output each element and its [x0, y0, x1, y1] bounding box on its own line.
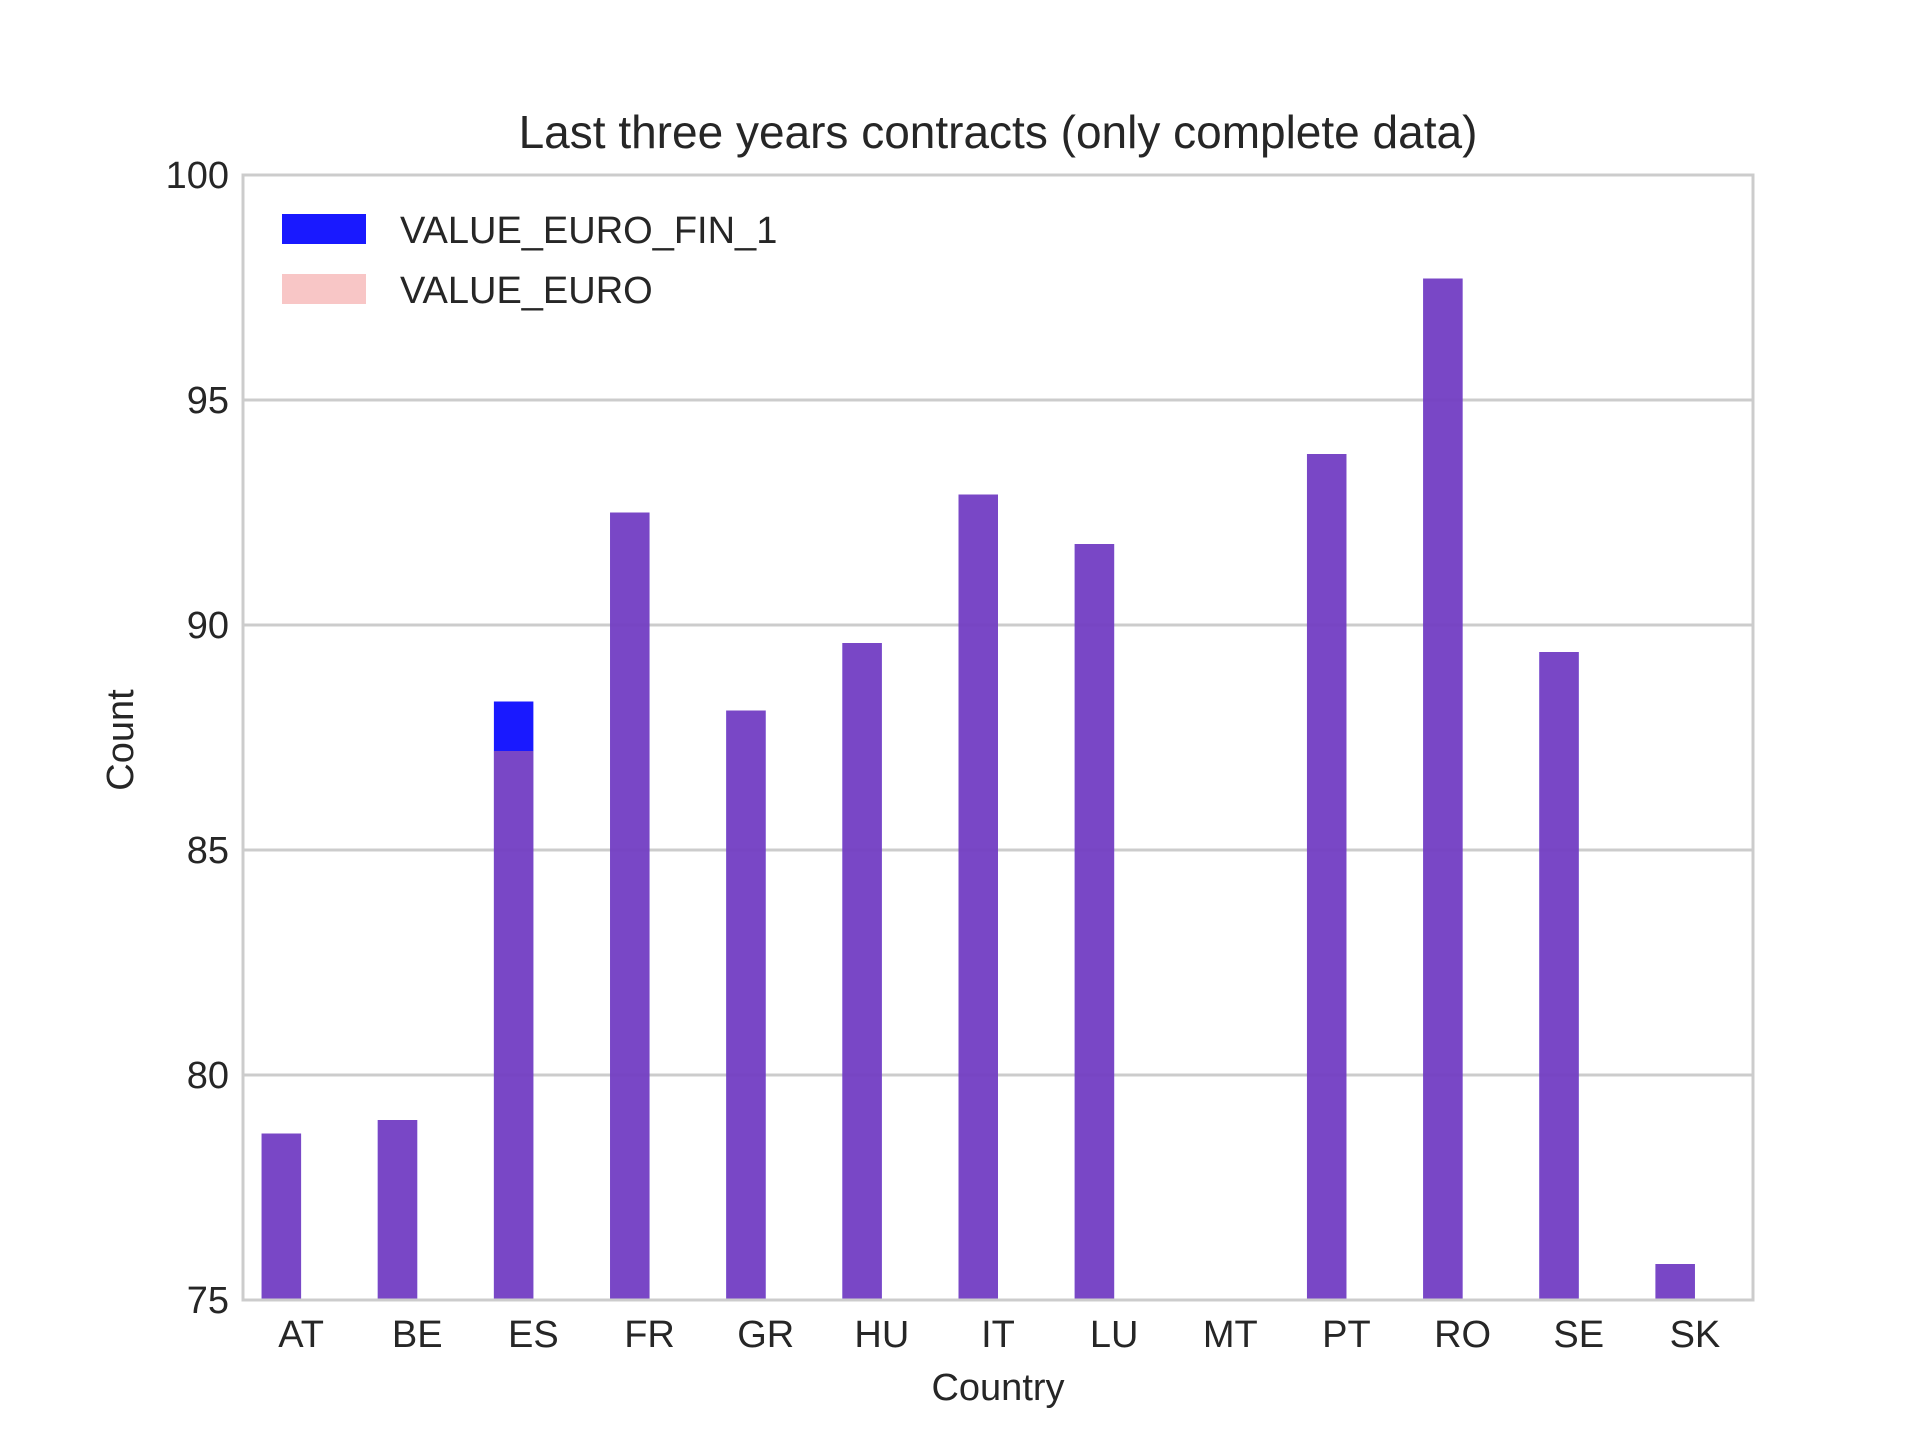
legend-label-value-euro: VALUE_EURO [400, 270, 653, 312]
legend-label-value-euro-fin-1: VALUE_EURO_FIN_1 [400, 210, 777, 252]
chart-title: Last three years contracts (only complet… [519, 106, 1478, 158]
bar-sk-series-2 [1655, 1264, 1695, 1300]
x-tick-label-hu: HU [854, 1314, 909, 1356]
bar-lu-series-2 [1074, 544, 1115, 1300]
bar-lu-series-1 [1074, 544, 1115, 1300]
bar-se-series-2 [1539, 652, 1579, 1300]
x-tick-label-be: BE [392, 1314, 443, 1356]
bar-es-series-2 [493, 751, 534, 1300]
bar-es-series-1 [493, 701, 534, 1300]
bar-gr-series-2 [726, 710, 766, 1300]
bar-be-series-1 [377, 1120, 418, 1300]
y-tick-label: 95 [187, 380, 229, 422]
y-tick-label: 75 [187, 1280, 229, 1322]
y-axis-label: Count [100, 689, 142, 791]
y-tick-label: 80 [187, 1055, 229, 1097]
y-tick-label: 85 [187, 830, 229, 872]
bar-it-series-1 [958, 494, 998, 1300]
bar-fr-series-2 [610, 512, 650, 1300]
x-tick-label-lu: LU [1090, 1314, 1139, 1356]
x-tick-label-pt: PT [1322, 1314, 1371, 1356]
bar-hu-series-1 [842, 643, 882, 1300]
x-tick-label-fr: FR [624, 1314, 675, 1356]
bar-ro-series-2 [1423, 278, 1463, 1300]
bar-it-series-2 [958, 494, 998, 1300]
x-tick-label-mt: MT [1203, 1314, 1258, 1356]
x-tick-label-es: ES [508, 1314, 559, 1356]
bar-hu-series-2 [842, 643, 882, 1300]
x-tick-label-it: IT [981, 1314, 1015, 1356]
legend-swatch-value-euro [282, 274, 366, 304]
legend-swatch-value-euro-fin-1 [282, 214, 366, 244]
bar-be-series-2 [377, 1120, 418, 1300]
bar-at-series-2 [261, 1133, 302, 1300]
bar-sk-series-1 [1655, 1264, 1695, 1300]
y-tick-label: 100 [166, 155, 229, 197]
bar-ro-series-1 [1423, 278, 1463, 1300]
bar-se-series-1 [1539, 652, 1579, 1300]
x-tick-label-at: AT [278, 1314, 324, 1356]
bar-pt-series-2 [1306, 454, 1347, 1300]
bar-at-series-1 [261, 1133, 302, 1300]
y-tick-label: 90 [187, 605, 229, 647]
x-tick-label-gr: GR [737, 1314, 794, 1356]
x-axis-label: Country [931, 1367, 1064, 1409]
x-tick-label-ro: RO [1434, 1314, 1491, 1356]
bar-pt-series-1 [1306, 454, 1347, 1300]
x-tick-label-se: SE [1553, 1314, 1604, 1356]
x-ticks: AT BE ES FR GR HU IT LU MT PT RO SE SK [278, 1314, 1720, 1356]
bar-fr-series-1 [610, 512, 650, 1300]
bar-gr-series-1 [726, 710, 766, 1300]
legend: VALUE_EURO_FIN_1 VALUE_EURO [282, 210, 777, 312]
y-ticks: 75 80 85 90 95 100 [166, 155, 229, 1322]
x-tick-label-sk: SK [1670, 1314, 1721, 1356]
bars [261, 278, 1695, 1300]
plot-frame [241, 173, 1755, 1302]
